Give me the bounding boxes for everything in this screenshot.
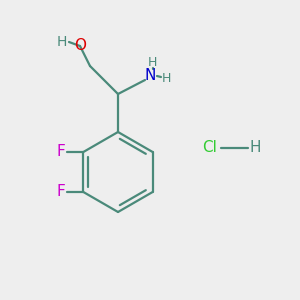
Text: H: H [57, 35, 67, 49]
Text: H: H [147, 56, 157, 68]
Text: Cl: Cl [202, 140, 217, 155]
Text: H: H [161, 71, 171, 85]
Text: H: H [249, 140, 261, 155]
Text: O: O [74, 38, 86, 53]
Text: N: N [144, 68, 156, 83]
Text: F: F [57, 184, 66, 200]
Text: F: F [57, 145, 66, 160]
